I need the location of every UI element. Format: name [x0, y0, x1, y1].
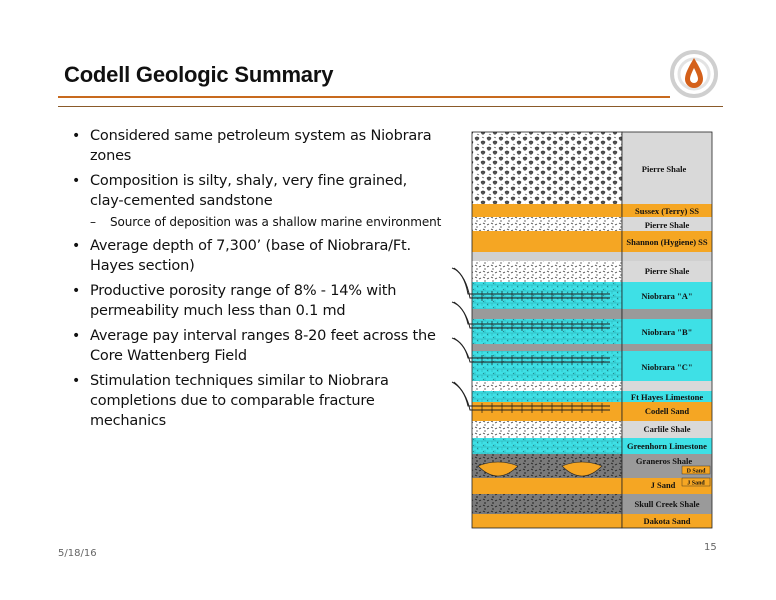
layer-label: Graneros Shale [636, 456, 693, 466]
bullet-item: Productive porosity range of 8% - 14% wi… [72, 281, 442, 321]
bullet-item: Stimulation techniques similar to Niobra… [72, 371, 442, 431]
layer-label: J Sand [651, 480, 676, 490]
layer-label: Pierre Shale [645, 220, 690, 230]
layer-label: Niobrara "B" [642, 327, 693, 337]
lateral-wellbores [451, 267, 610, 411]
layer-label: Skull Creek Shale [634, 499, 699, 509]
company-logo [670, 50, 718, 98]
bullet-item: Average pay interval ranges 8-20 feet ac… [72, 326, 442, 366]
bullet-item: Composition is silty, shaly, very fine g… [72, 171, 442, 211]
layer-label: Carlile Shale [644, 424, 691, 434]
layer-label: Dakota Sand [643, 516, 690, 526]
layer-label: Shannon (Hygiene) SS [626, 237, 708, 247]
layer-label: Niobrara "A" [641, 291, 692, 301]
layer-label: Ft Hayes Limestone [631, 392, 703, 402]
layer-label: Codell Sand [645, 406, 689, 416]
sublayer-label: J Sand [687, 481, 705, 487]
perforation-ticks [481, 291, 603, 413]
layer-labels: Pierre Shale Sussex (Terry) SS Pierre Sh… [626, 164, 708, 526]
layer-label: Pierre Shale [645, 266, 690, 276]
bullet-item: Considered same petroleum system as Niob… [72, 126, 442, 166]
label-column [621, 131, 713, 529]
bullet-item: Average depth of 7,300’ (base of Niobrar… [72, 236, 442, 276]
title-divider [58, 106, 723, 107]
lithology-strip [471, 131, 623, 529]
layer-label: Pierre Shale [642, 164, 687, 174]
slide-title: Codell Geologic Summary [64, 62, 334, 87]
layer-label: Greenhorn Limestone [627, 441, 707, 451]
sub-bullet-item: Source of deposition was a shallow marin… [72, 214, 442, 231]
page-number: 15 [704, 542, 717, 553]
bullet-list: Considered same petroleum system as Niob… [72, 126, 442, 436]
layer-label: Sussex (Terry) SS [635, 206, 699, 216]
stratigraphic-column: Pierre Shale Sussex (Terry) SS Pierre Sh… [451, 131, 713, 529]
sublayer-label: D Sand [687, 469, 707, 475]
slide-date: 5/18/16 [58, 548, 97, 559]
layer-label: Niobrara "C" [641, 362, 692, 372]
title-underline [58, 96, 670, 98]
